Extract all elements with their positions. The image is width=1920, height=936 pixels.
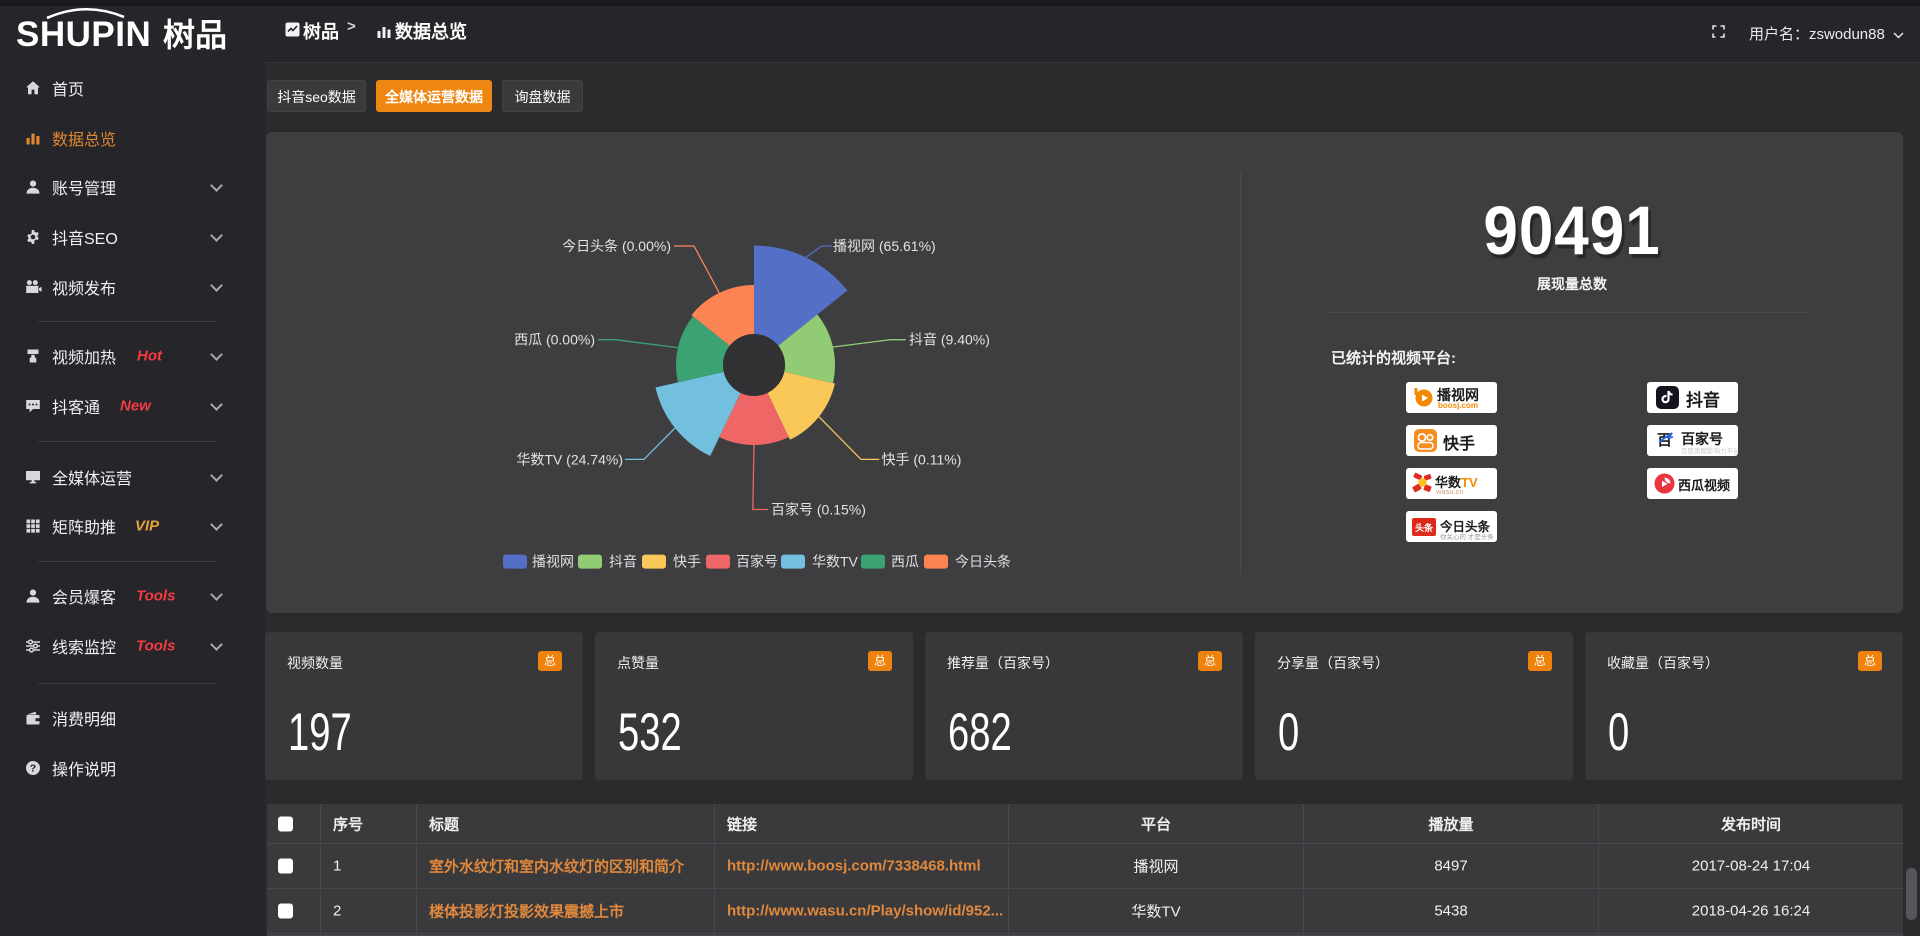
svg-text:华数TV: 华数TV: [812, 554, 859, 570]
svg-text:SHUPIN: SHUPIN: [16, 15, 151, 54]
svg-text:西瓜 (0.00%): 西瓜 (0.00%): [514, 332, 595, 348]
svg-text:快手 (0.11%): 快手 (0.11%): [882, 451, 962, 467]
svg-text:播视网: 播视网: [532, 554, 574, 570]
svg-text:百家号: 百家号: [736, 554, 778, 570]
svg-text:头条: 头条: [1415, 522, 1434, 533]
svg-text:抖音 (9.40%): 抖音 (9.40%): [909, 332, 990, 348]
svg-text:今日头条: 今日头条: [955, 554, 1011, 570]
svg-text:快手: 快手: [673, 554, 701, 570]
svg-text:西瓜: 西瓜: [891, 554, 919, 570]
svg-text:百家号 (0.15%): 百家号 (0.15%): [771, 502, 866, 518]
svg-text:今日头条 (0.00%): 今日头条 (0.00%): [562, 238, 671, 254]
svg-text:抖音: 抖音: [609, 554, 637, 570]
svg-text:华数TV (24.74%): 华数TV (24.74%): [516, 451, 623, 467]
svg-text:播视网 (65.61%): 播视网 (65.61%): [833, 238, 936, 254]
svg-text:树品: 树品: [163, 17, 227, 53]
svg-text:?: ?: [30, 763, 36, 775]
